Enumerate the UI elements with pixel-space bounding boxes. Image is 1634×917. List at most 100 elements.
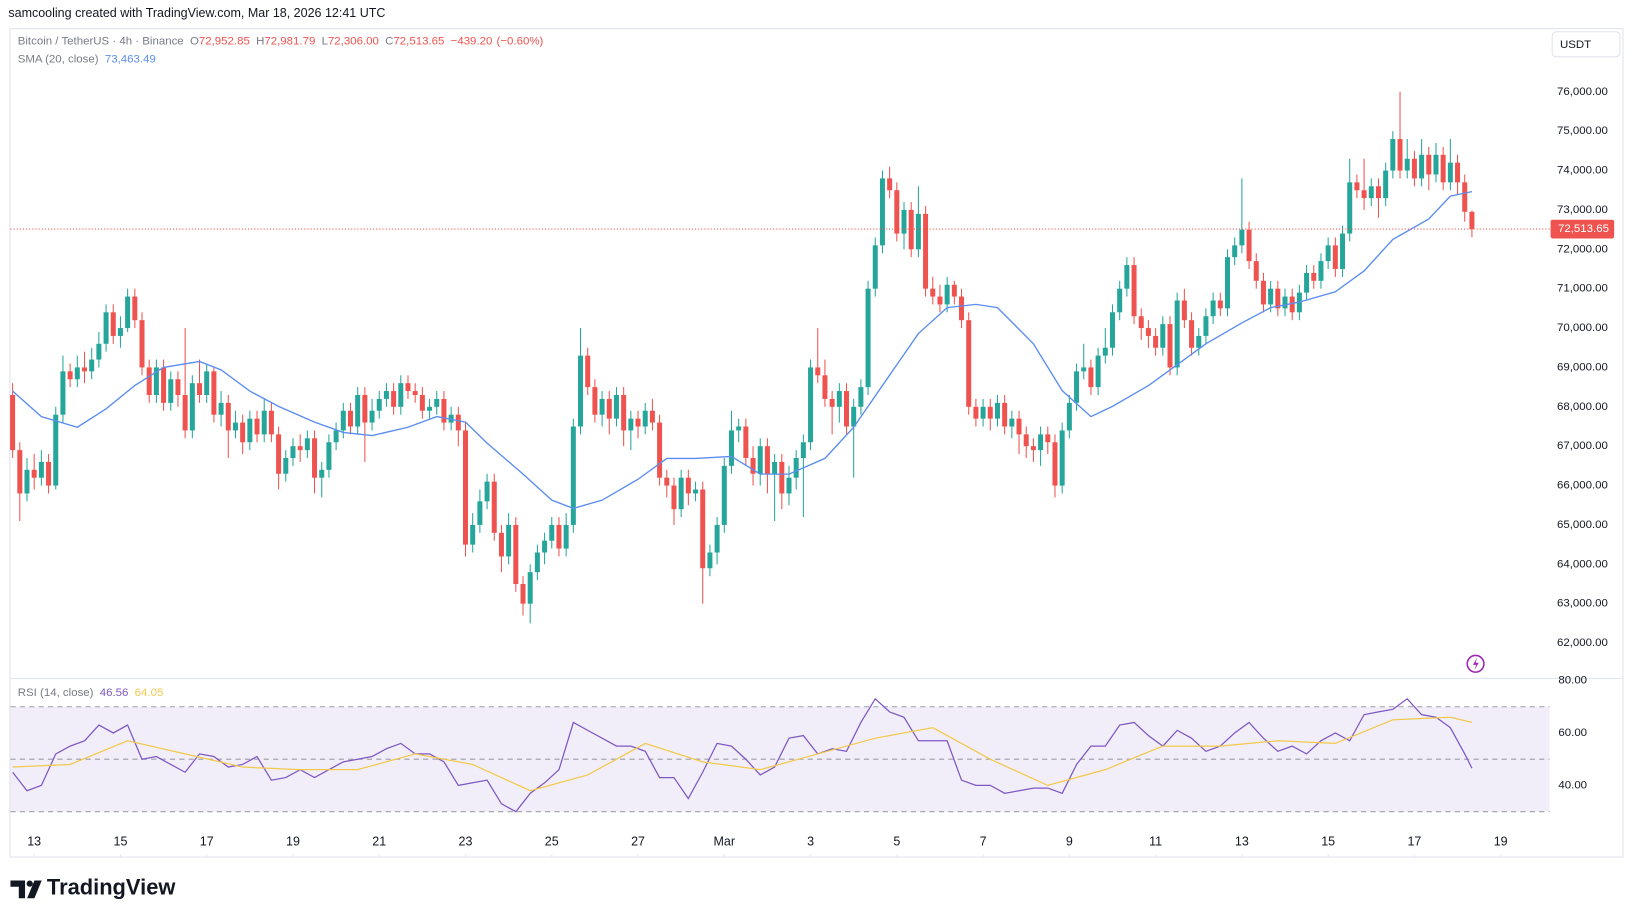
candle-body [1375,186,1381,199]
candle-body [549,524,555,541]
y-tick-label: 70,000.00 [1557,322,1608,334]
candle-body [1131,265,1137,317]
candle-body [304,438,310,451]
currency-button-box[interactable] [1551,31,1621,58]
candle-body [635,418,641,427]
candle-body [31,469,37,478]
candle-body [506,524,512,557]
candle-body [1109,312,1115,348]
plot-layer: 62,000.00 63,000.00 64,000.00 65,000.00 66,0… [10,36,1615,857]
candle-body [829,398,835,407]
candle-body [1009,418,1015,427]
candle-body [189,383,195,431]
candle-body [276,434,282,474]
y-tick-label: 74,000.00 [1557,165,1608,177]
x-tick-label: 3 [807,834,814,848]
candle-body [966,320,972,407]
candle-body [987,406,993,419]
candle-body [664,477,670,486]
currency-button[interactable]: USDT [1551,31,1621,58]
candle-body [376,398,382,411]
candle-body [923,213,929,289]
candle-body [570,426,576,525]
candle-body [1030,446,1036,451]
candle-body [1383,170,1389,199]
candle-body [89,359,95,372]
alert-bolt[interactable] [1472,657,1479,671]
candle-body [1196,335,1202,348]
currency-label[interactable]: USDT [1560,39,1591,51]
candle-body [1347,182,1353,234]
candle-body [951,284,957,297]
candle-body [369,410,375,423]
candle-body [1268,288,1274,305]
candle-body [1217,300,1223,309]
candle-body [146,367,152,395]
candle-body [793,457,799,478]
sma-line [12,190,1473,510]
x-tick-label: 23 [459,834,473,848]
candle-body [1052,442,1058,486]
candle-body [74,367,80,380]
candle-body [103,312,109,344]
candle-body [161,367,167,403]
x-tick-label: 17 [200,834,214,848]
candle-body [865,288,871,388]
candle-body [1210,300,1216,317]
x-tick-label: 15 [1321,834,1335,848]
sma-legend: SMA (20, close) 73,463.49 [18,53,156,65]
ohlc-key: H [256,36,264,48]
candle-body [621,394,627,431]
candle-body [1469,211,1475,230]
y-tick-label: 71,000.00 [1557,283,1608,295]
candle-body [585,355,591,388]
candle-body [721,465,727,525]
candle-body [391,391,397,407]
candle-body [764,446,770,474]
x-tick-label: 19 [286,834,300,848]
candle-body [290,446,296,458]
candle-body [1462,182,1468,212]
alert-icon[interactable] [1466,654,1485,673]
candle-body [1102,347,1108,356]
candle-body [542,540,548,553]
candle-body [268,410,274,435]
candle-body [261,410,267,435]
candle-body [477,501,483,525]
candle-body [944,284,950,305]
candle-body [455,414,461,431]
candle-body [808,367,814,443]
candle-body [872,245,878,289]
ohlc-key: L [322,36,328,48]
x-tick-label: 13 [27,834,41,848]
candle-body [1239,229,1245,246]
ohlc-key: O [190,36,199,48]
candle-body [1447,162,1453,183]
attribution: samcooling created with TradingView.com,… [8,6,385,20]
candle-body [563,524,569,549]
rsi-line [12,697,1473,813]
candle-body [613,394,619,419]
candle-body [1340,233,1346,269]
candle-body [297,446,303,451]
logo-dot [26,880,33,887]
candle-body [930,288,936,297]
candle-body [168,379,174,403]
candle-body [1246,229,1252,262]
candle-body [1023,434,1029,447]
y-tick-label: 64,000.00 [1557,558,1608,570]
rsi-line [12,716,1473,792]
change-value: −439.20 [451,36,493,48]
candle-body [125,296,131,329]
rsi-tick-label: 40.00 [1558,779,1587,791]
candle-body [1174,300,1180,368]
candle-body [204,371,210,395]
candle-body [649,410,655,423]
candle-body [491,481,497,533]
candle-body [1038,434,1044,451]
ohlc-key: C [385,36,393,48]
candle-body [1433,154,1439,175]
candle-body [53,414,59,486]
candle-body [578,355,584,427]
candle-body [851,406,857,427]
